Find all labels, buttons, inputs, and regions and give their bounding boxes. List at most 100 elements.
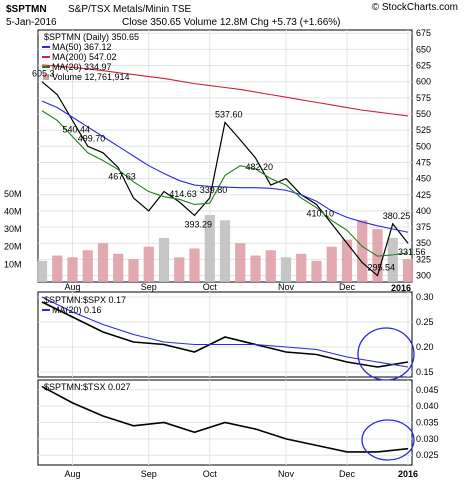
volume-bar [357,220,368,282]
tsx-x-label: 2016 [398,469,418,479]
volume-bar [52,255,63,282]
price-annotation: 414.63 [169,189,197,199]
main-y-tick: 375 [416,222,431,232]
axis-ticks: 675 650 625 600 575 550 525 500 475 450 425 400 375 3… [4,28,439,479]
spx-y-tick: 0.15 [416,367,434,377]
main-y-tick: 425 [416,190,431,200]
main-y-tick: 675 [416,28,431,38]
volume-bar [235,243,246,282]
price-annotation: 537.60 [215,109,243,119]
highlight-circle-spx [357,327,415,381]
main-y-tick: 650 [416,44,431,54]
volume-bar [158,237,170,282]
main-y-tick: 450 [416,174,431,184]
volume-tick: 50M [4,189,22,199]
volume-bar [341,239,353,282]
tsx-series-line [41,385,409,453]
volume-bar [265,250,276,282]
spx-legend: $SPTMN:$SPX 0.17 MA(20) 0.16 [42,295,126,315]
main-x-label: Dec [339,282,356,292]
price-annotation: 339.80 [200,185,228,195]
price-annotation: 605.3 [32,69,55,79]
ticker-name: S&P/TSX Metals/Minin TSE [68,4,192,15]
price-annotation: 295.54 [368,263,396,273]
tsx-legend: $SPTMN:$TSX 0.027 [44,382,131,392]
site-credit: © StockCharts.com [372,2,458,13]
price-annotation: 499.70 [78,133,106,143]
main-x-label: Oct [203,282,218,292]
legend-volume: Volume 12,761,914 [52,72,130,82]
date-label: 5-Jan-2016 [6,17,57,28]
volume-bar [113,253,124,282]
volume-bar [128,259,139,282]
main-series-line-1 [41,100,409,233]
price-annotation: 331.56 [398,247,426,257]
tsx-y-tick: 0.045 [416,385,439,395]
legend-volume-swatch [43,74,49,80]
price-annotation: 467.63 [108,172,136,182]
main-y-tick: 500 [416,141,431,151]
main-y-tick: 475 [416,157,431,167]
main-y-tick: 300 [416,271,431,281]
spx-series-line-1 [41,296,409,368]
main-y-tick: 525 [416,125,431,135]
spx-y-tick: 0.30 [416,292,434,302]
tsx-y-tick: 0.030 [416,434,439,444]
volume-bar [311,260,322,282]
volume-bar [189,248,200,282]
year-label-main: 2016 [391,283,411,293]
volume-bar [402,259,414,282]
main-y-tick: 325 [416,254,431,264]
volume-bar [174,257,185,282]
volume-bar [97,243,109,282]
legend-tsx-ratio: $SPTMN:$TSX 0.027 [44,382,131,392]
main-y-tick: 400 [416,206,431,216]
volume-bar [250,255,261,282]
tsx-x-label: Sep [141,469,157,479]
main-legend: $SPTMN (Daily) 350.65 MA(50) 367.12 MA(2… [42,32,139,82]
volume-bar [387,237,398,282]
main-x-label: Aug [64,282,80,292]
tsx-x-label: Oct [203,469,218,479]
volume-bars [36,214,414,282]
main-series-line-2 [41,64,409,117]
legend-price: $SPTMN (Daily) 350.65 [44,32,139,42]
main-y-tick: 625 [416,61,431,71]
legend-ma50: MA(50) 367.12 [52,42,112,52]
spx-y-tick: 0.20 [416,342,434,352]
volume-bar [326,246,337,282]
main-y-tick: 550 [416,109,431,119]
main-x-label: Sep [141,282,157,292]
volume-bar [143,246,154,282]
tsx-x-label: Dec [339,469,356,479]
legend-ma20: MA(20) 334.97 [52,62,112,72]
volume-bar [67,257,78,282]
spx-y-tick: 0.25 [416,317,434,327]
legend-ma200: MA(200) 547.02 [52,52,117,62]
tsx-x-label: Nov [278,469,295,479]
price-annotation: 482.20 [246,162,274,172]
highlight-circle-tsx [361,419,415,461]
volume-tick: 10M [4,259,22,269]
volume-bar [36,260,48,282]
volume-bar [204,214,215,282]
series-lines [41,64,409,453]
volume-bar [82,250,93,282]
legend-spx-ma20: MA(20) 0.16 [52,305,102,315]
volume-tick: 20M [4,242,22,252]
main-y-tick: 575 [416,93,431,103]
price-annotation: 393.29 [185,219,213,229]
stats-line: Close 350.65 Volume 12.8M Chg +5.73 (+1.… [122,17,340,28]
main-x-label: Nov [278,282,295,292]
tsx-y-tick: 0.025 [416,450,439,460]
spx-series-line-0 [41,301,409,368]
main-series-line-0 [41,81,409,277]
main-y-tick: 600 [416,77,431,87]
volume-tick: 30M [4,224,22,234]
tsx-y-tick: 0.035 [416,418,439,428]
tsx-x-label: Aug [64,469,80,479]
volume-bar [296,253,307,282]
